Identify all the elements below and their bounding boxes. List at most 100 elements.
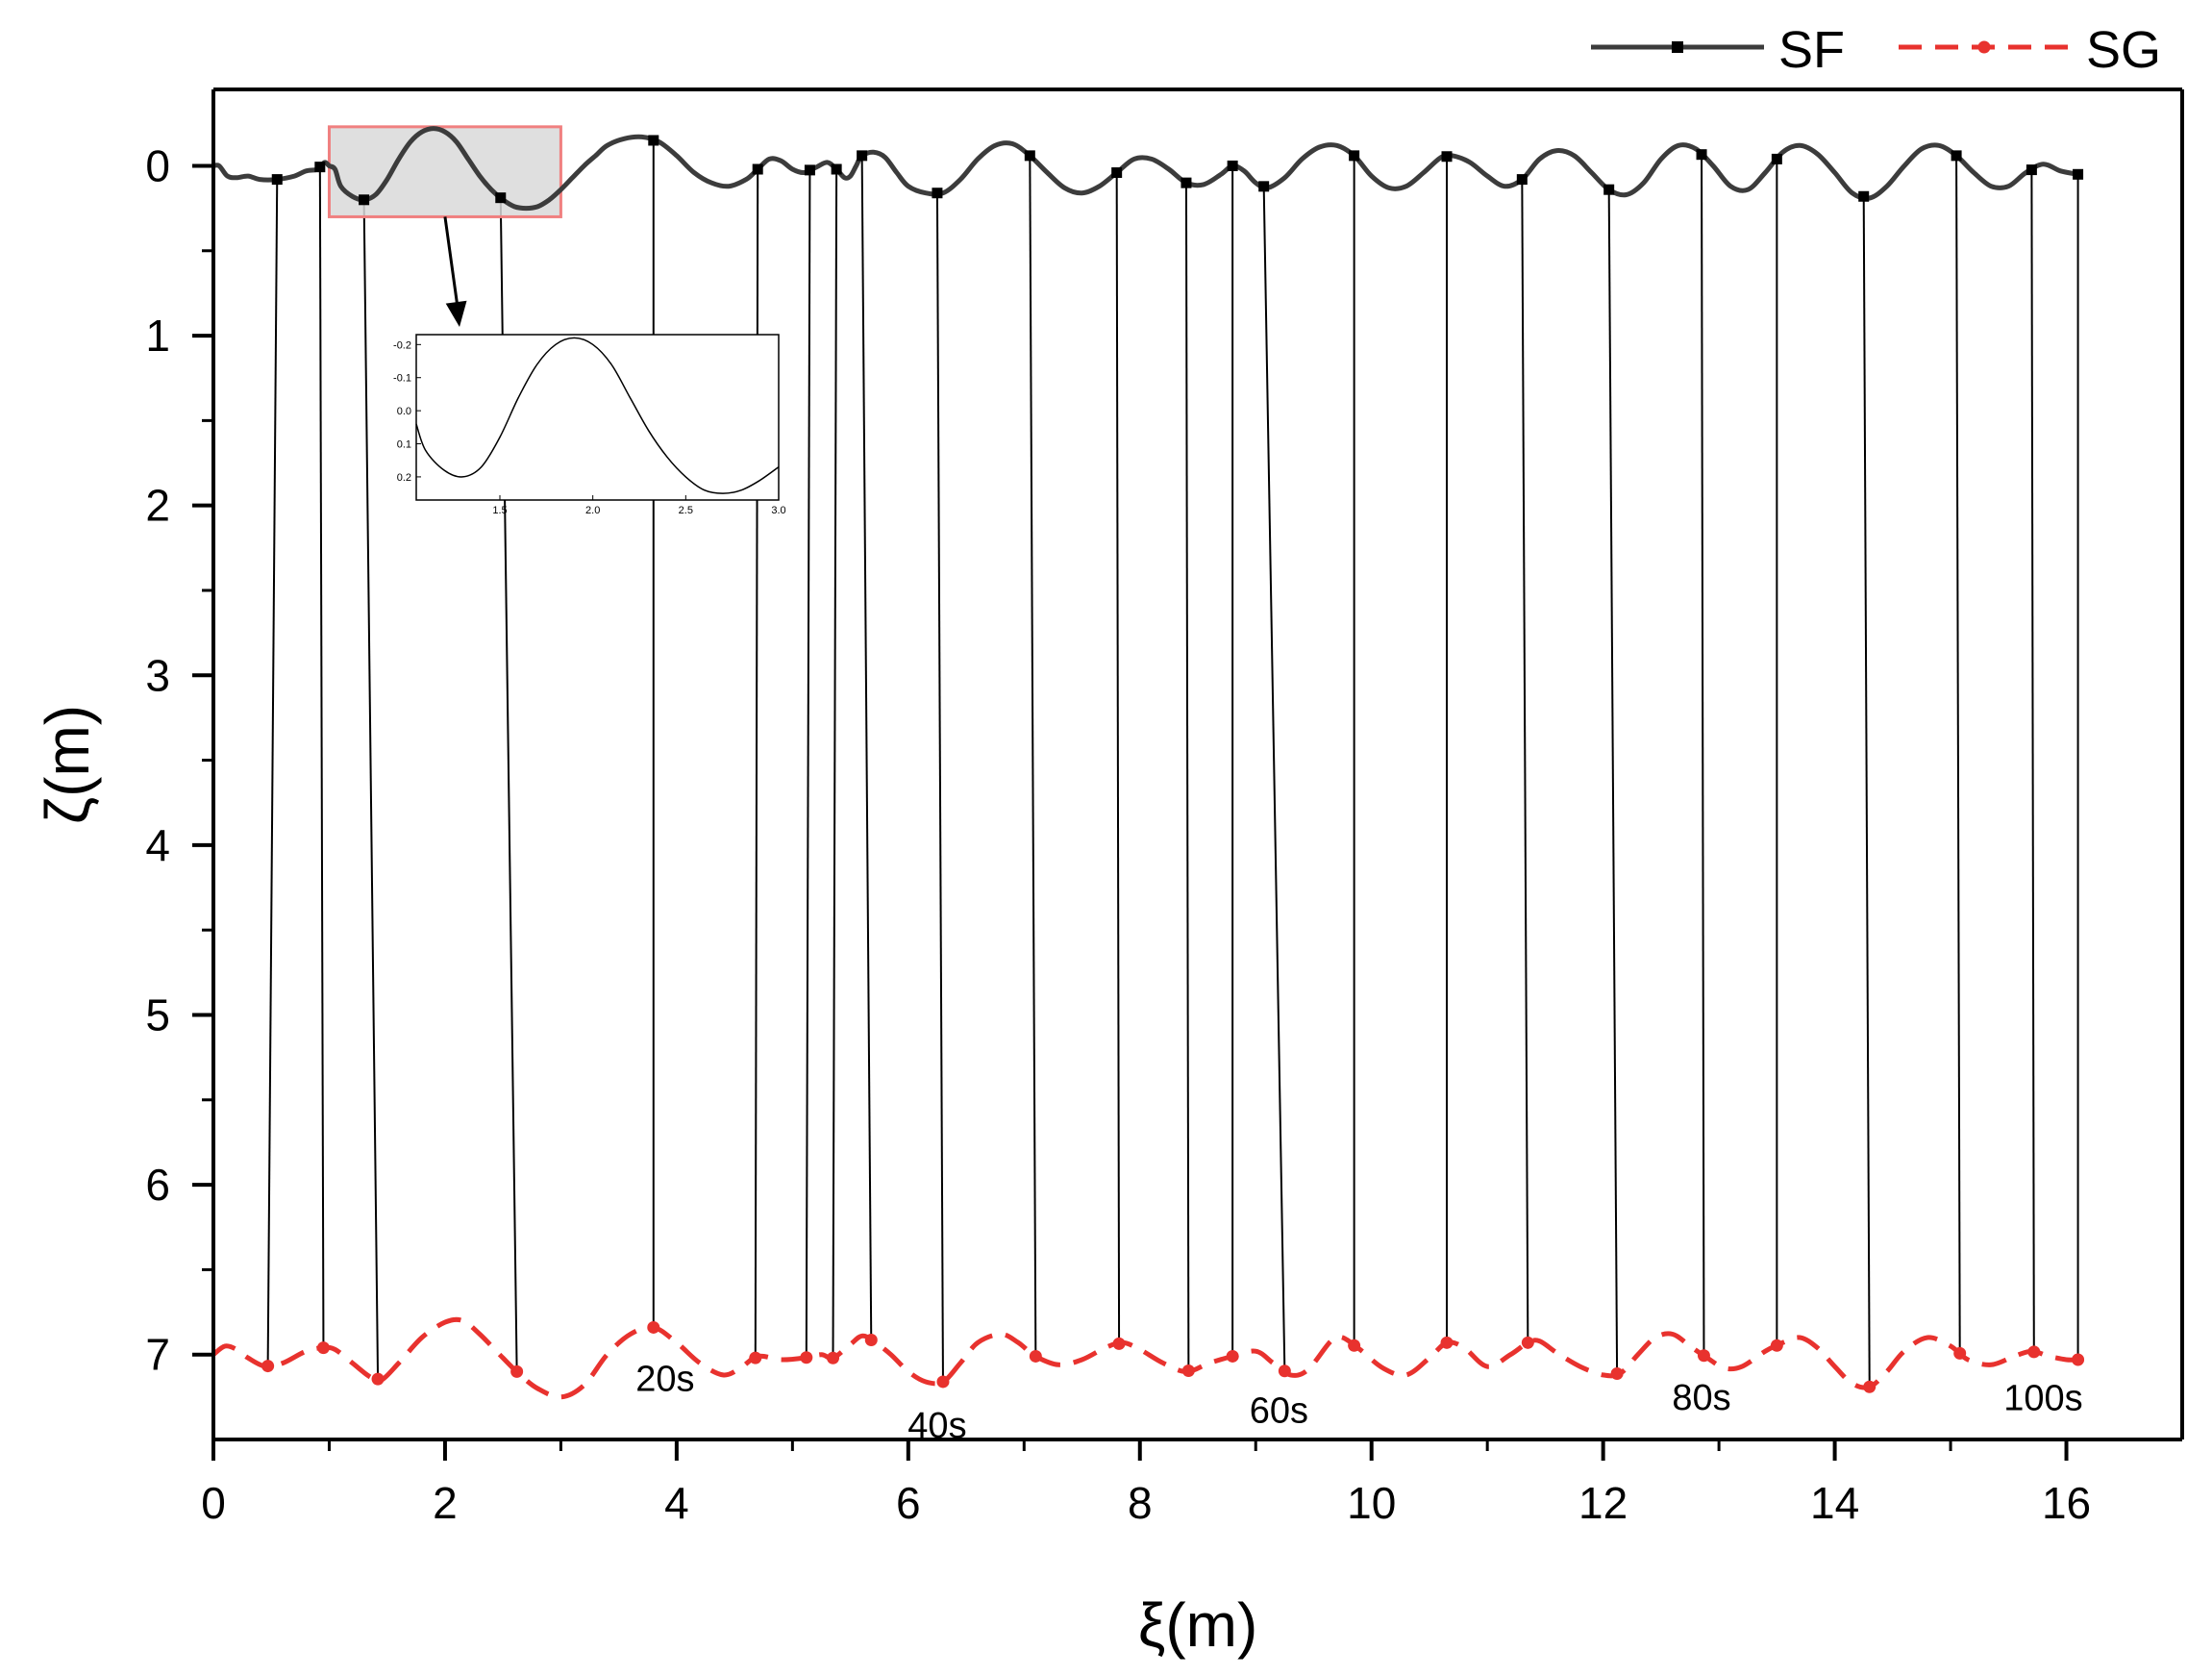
zoom-arrow-head	[445, 300, 467, 327]
sf-marker	[271, 174, 283, 186]
sg-marker	[261, 1360, 275, 1373]
y-tick-label: 0	[145, 140, 170, 190]
legend-label-sf: SF	[1778, 21, 1845, 79]
inset-curve	[415, 337, 780, 494]
y-tick-label: 3	[145, 650, 170, 700]
sf-marker	[314, 162, 326, 173]
sf-marker	[1349, 150, 1360, 162]
y-tick-label: 6	[145, 1160, 170, 1210]
sg-marker	[1112, 1337, 1126, 1350]
y-tick-label: 7	[145, 1330, 170, 1380]
trajectory-line	[935, 192, 944, 1382]
inset-y-tick-label: 0.0	[397, 406, 411, 417]
inset-y-tick-label: -0.2	[393, 339, 411, 351]
sf-marker	[1603, 184, 1615, 195]
x-tick-label: 6	[896, 1478, 921, 1528]
y-tick-label: 1	[145, 311, 170, 361]
legend: SF SG	[1591, 21, 2161, 79]
sg-marker	[2072, 1353, 2085, 1366]
trajectory-line	[2030, 169, 2035, 1352]
sf-marker	[1951, 150, 1962, 162]
legend-label-sg: SG	[2086, 21, 2161, 79]
inset-x-tick-label: 2.0	[585, 505, 600, 516]
inset-x-tick-label: 1.5	[492, 505, 507, 516]
trajectory-line	[1029, 155, 1037, 1357]
trajectory-line	[1955, 155, 1961, 1354]
sg-marker	[1521, 1336, 1534, 1349]
sg-marker	[2027, 1345, 2041, 1359]
inset-plot: 1.5 2.0 2.5 3.0 -0.2 -0.1 0.0 0.1 0.2	[393, 216, 786, 516]
trajectory-line	[1701, 154, 1705, 1356]
trajectory-line	[1862, 196, 1871, 1388]
trajectory-line	[1262, 186, 1286, 1371]
sf-marker	[1858, 190, 1870, 202]
sg-marker	[1697, 1349, 1710, 1363]
sf-marker	[2026, 164, 2037, 176]
sg-marker	[1610, 1366, 1624, 1380]
sg-marker	[1863, 1380, 1876, 1393]
sf-marker	[1441, 151, 1453, 163]
trajectory-line	[1607, 189, 1619, 1374]
time-annotation: 40s	[907, 1406, 966, 1446]
sf-marker	[1181, 177, 1192, 188]
sf-marker	[495, 192, 507, 204]
sf-marker	[1111, 167, 1123, 179]
time-annotation: 60s	[1250, 1391, 1308, 1432]
sg-marker	[1440, 1336, 1454, 1349]
sg-marker	[800, 1351, 813, 1364]
inset-y-tick-label: 0.2	[397, 472, 411, 484]
x-tick-label: 8	[1128, 1478, 1153, 1528]
trajectory-line	[362, 199, 380, 1380]
sg-marker	[749, 1351, 762, 1364]
marker-group	[261, 135, 2085, 1393]
sf-marker	[804, 164, 815, 176]
sf-marker	[932, 188, 943, 199]
sf-marker	[648, 135, 659, 146]
trajectory-line	[1521, 179, 1529, 1343]
sf-marker	[752, 163, 763, 175]
time-annotation: 20s	[635, 1359, 694, 1399]
sg-marker	[510, 1364, 524, 1378]
trajectory-line	[805, 169, 811, 1358]
y-axis-label: ζ(m)	[33, 705, 102, 824]
sg-marker	[827, 1351, 840, 1364]
sg-marker	[1278, 1364, 1291, 1378]
time-annotation: 80s	[1672, 1378, 1730, 1418]
inset-frame	[415, 334, 780, 501]
sf-marker	[1516, 174, 1528, 186]
sg-marker	[316, 1341, 330, 1355]
sg-marker	[1226, 1349, 1239, 1363]
trajectory-line	[832, 169, 838, 1359]
sg-marker	[1348, 1339, 1361, 1352]
axes-group	[211, 88, 2184, 1441]
x-tick-label: 14	[1810, 1478, 1859, 1528]
sf-marker	[1024, 150, 1035, 162]
sg-marker	[864, 1334, 878, 1347]
annotation-group: 20s 40s 60s 80s 100s	[635, 1359, 2082, 1446]
sg-marker	[371, 1372, 385, 1386]
sf-marker	[857, 150, 868, 162]
sf-marker	[1771, 153, 1782, 164]
sf-marker	[1227, 160, 1238, 171]
sg-marker	[1181, 1364, 1195, 1377]
y-tick-label: 4	[145, 820, 170, 870]
inset-x-tick-label: 2.5	[679, 505, 693, 516]
x-axis-label: ξ(m)	[1138, 1590, 1258, 1660]
sg-marker	[1029, 1349, 1042, 1363]
sf-marker	[1258, 181, 1270, 192]
sg-marker	[936, 1375, 950, 1389]
sf-marker	[359, 194, 370, 206]
x-tick-label: 2	[433, 1478, 458, 1528]
legend-marker-sg	[1977, 40, 1991, 54]
sf-marker	[1696, 149, 1707, 161]
x-tick-label: 10	[1347, 1478, 1396, 1528]
sf-marker	[831, 163, 842, 175]
sg-marker	[647, 1320, 660, 1334]
sf-marker	[2073, 168, 2084, 180]
inset-y-tick-label: -0.1	[393, 373, 411, 385]
trajectory-line	[1115, 172, 1121, 1344]
trajectory-line	[860, 155, 873, 1340]
trajectory-line	[266, 179, 279, 1366]
